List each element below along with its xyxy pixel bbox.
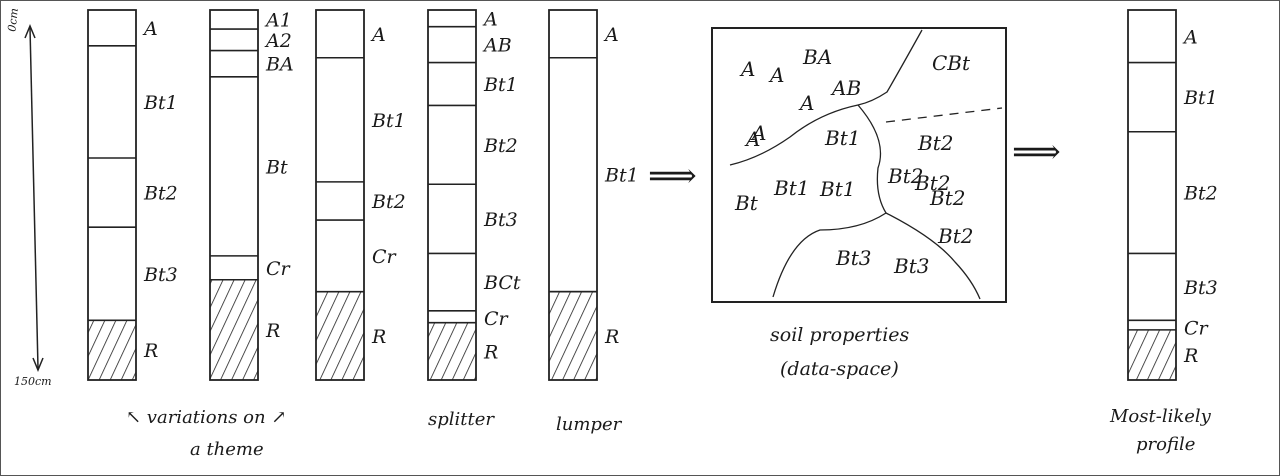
profile-column-3: A Bt1 Bt2 Cr R bbox=[315, 9, 406, 381]
horizon-label: Bt3 bbox=[143, 264, 178, 286]
data-space-label: Bt2 bbox=[917, 131, 953, 155]
horizon-label: A2 bbox=[264, 30, 292, 52]
horizon-label: Bt1 bbox=[483, 74, 518, 96]
data-space-label: A bbox=[798, 91, 814, 115]
depth-bottom-label: 150cm bbox=[14, 375, 52, 388]
horizon-label: Bt2 bbox=[1183, 183, 1218, 205]
caption-data-space-line2: (data-space) bbox=[780, 358, 899, 380]
horizon-label: R bbox=[265, 320, 280, 342]
data-space-label: Bt1 bbox=[773, 176, 809, 200]
caption-most-likely-line2: profile bbox=[1136, 434, 1195, 455]
data-space-label: AB bbox=[830, 76, 861, 100]
bedrock-hatch bbox=[428, 322, 476, 380]
horizon-label: Bt1 bbox=[371, 110, 406, 132]
most-likely-profile-column: A Bt1 Bt2 Bt3 Cr R bbox=[1127, 9, 1218, 381]
horizon-label: Bt2 bbox=[143, 183, 178, 205]
horizon-label: Bt2 bbox=[371, 191, 406, 213]
horizon-label: Cr bbox=[1184, 317, 1210, 339]
horizon-label: Cr bbox=[266, 258, 292, 280]
bedrock-hatch bbox=[210, 279, 258, 380]
horizon-label: R bbox=[1183, 345, 1198, 367]
horizon-label: Bt2 bbox=[483, 135, 518, 157]
horizon-label: R bbox=[483, 341, 498, 363]
data-space-label: Bt bbox=[734, 191, 759, 215]
data-space-label: A bbox=[768, 63, 784, 87]
arrow-to-most-likely: ⟹ bbox=[1012, 132, 1061, 172]
horizon-label: Cr bbox=[484, 308, 510, 330]
horizon-label: Bt3 bbox=[1183, 277, 1218, 299]
bedrock-hatch bbox=[88, 320, 136, 380]
horizon-label: Cr bbox=[372, 246, 398, 268]
horizon-label: Bt1 bbox=[143, 92, 178, 114]
bedrock-hatch bbox=[1128, 329, 1176, 380]
data-space-label: Bt3 bbox=[893, 254, 929, 278]
depth-axis: 0cm 150cm bbox=[5, 7, 51, 388]
horizon-label: A bbox=[603, 24, 619, 46]
data-space-label: Bt2 bbox=[887, 164, 923, 188]
data-space-label: Bt2 bbox=[914, 171, 950, 195]
horizon-label: Bt3 bbox=[483, 209, 518, 231]
horizon-label: R bbox=[371, 326, 386, 348]
horizon-label: R bbox=[143, 340, 158, 362]
data-space-label: Bt1 bbox=[824, 126, 860, 150]
horizon-label: A bbox=[370, 24, 386, 46]
data-space-label: Bt2 bbox=[929, 186, 965, 210]
caption-variations-line1: ↖ variations on ↗ bbox=[126, 407, 286, 428]
caption-splitter: splitter bbox=[428, 409, 495, 430]
caption-data-space-line1: soil properties bbox=[770, 324, 910, 346]
horizon-label: AB bbox=[482, 35, 512, 57]
profile-outline bbox=[1127, 9, 1177, 381]
horizon-label: BA bbox=[265, 54, 294, 76]
data-space-label: Bt3 bbox=[835, 246, 871, 270]
bedrock-hatch bbox=[316, 291, 364, 380]
data-space-label: Bt1 bbox=[819, 177, 855, 201]
data-space-label: BA bbox=[802, 45, 832, 69]
profile-column-4: A AB Bt1 Bt2 Bt3 BCt Cr R bbox=[427, 8, 521, 381]
profile-column-1: A Bt1 Bt2 Bt3 R bbox=[87, 9, 178, 381]
caption-most-likely-line1: Most-likely bbox=[1109, 406, 1212, 427]
arrow-to-data-space: ⟹ bbox=[648, 156, 697, 196]
horizon-label: A bbox=[142, 18, 158, 40]
horizon-label: R bbox=[604, 326, 619, 348]
profile-columns: ABt1Bt2Bt3RA1A2BABtCrRABt1Bt2CrRAABBt1Bt… bbox=[87, 8, 1218, 381]
profile-outline bbox=[87, 9, 137, 381]
horizon-label: Bt bbox=[265, 156, 288, 178]
horizon-label: A1 bbox=[264, 10, 292, 32]
data-space-label: A bbox=[744, 127, 760, 151]
profile-column-5: A Bt1 R bbox=[548, 9, 639, 381]
data-space-label: A bbox=[750, 121, 766, 145]
horizon-label: A bbox=[1182, 26, 1198, 48]
horizon-label: Bt1 bbox=[604, 165, 639, 187]
data-space-label: CBt bbox=[932, 51, 971, 75]
profile-outline bbox=[427, 9, 477, 381]
profile-outline bbox=[315, 9, 365, 381]
horizon-label: Bt1 bbox=[1183, 87, 1218, 109]
caption-lumper: lumper bbox=[556, 414, 623, 435]
horizon-label: A bbox=[482, 8, 498, 30]
caption-variations-line2: a theme bbox=[190, 439, 264, 460]
data-space-label: Bt2 bbox=[937, 224, 973, 248]
profile-outline bbox=[209, 9, 259, 381]
depth-top-label: 0cm bbox=[5, 7, 20, 32]
data-space-label: A bbox=[739, 57, 755, 81]
bedrock-hatch bbox=[549, 291, 597, 380]
horizon-label: BCt bbox=[483, 272, 521, 294]
profile-outline bbox=[548, 9, 598, 381]
